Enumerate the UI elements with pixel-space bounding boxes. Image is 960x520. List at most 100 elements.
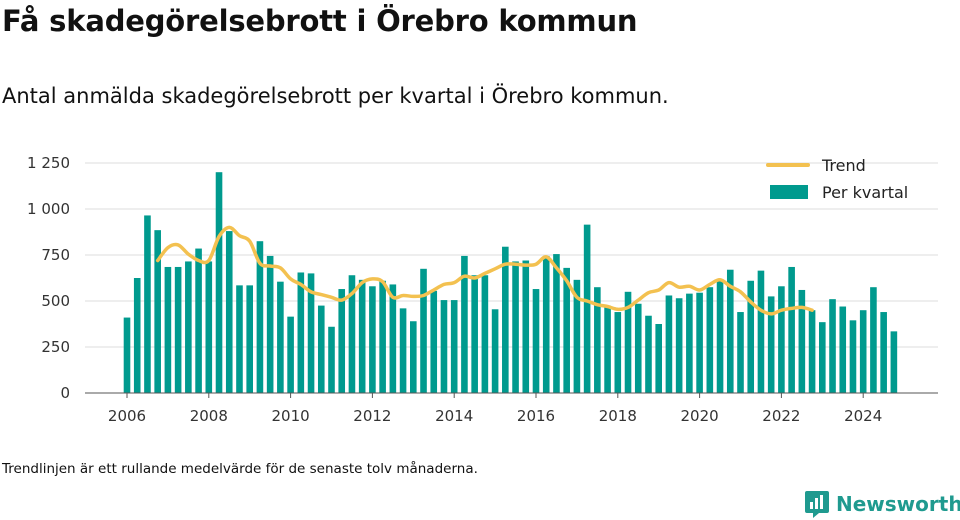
chart-subtitle: Antal anmälda skadegörelsebrott per kvar… — [2, 84, 669, 108]
bar — [849, 320, 857, 393]
bar — [839, 306, 847, 393]
bar — [461, 255, 468, 393]
bar — [246, 285, 253, 393]
bar — [297, 272, 305, 393]
bar — [430, 290, 438, 393]
x-tick-label: 2008 — [190, 407, 228, 425]
bar — [757, 270, 765, 393]
bar — [829, 299, 836, 393]
legend-bars-label: Per kvartal — [822, 183, 908, 202]
bar — [604, 305, 611, 393]
bar — [553, 254, 560, 393]
bar — [256, 241, 264, 393]
bar — [307, 273, 315, 393]
bar — [450, 300, 458, 393]
x-tick-label: 2006 — [108, 407, 146, 425]
bar — [624, 291, 632, 393]
bar — [634, 303, 642, 393]
bar — [389, 284, 397, 393]
bar — [890, 331, 898, 393]
bar — [859, 310, 867, 393]
y-tick-label: 0 — [60, 384, 70, 402]
bar — [583, 224, 591, 393]
bar — [573, 279, 581, 393]
bar — [154, 230, 161, 393]
bar — [542, 255, 550, 393]
x-axis: 2006 2008 2010 2012 2014 2016 2018 2020 2022 2024 — [85, 392, 938, 425]
bar — [185, 261, 192, 393]
legend-bars-swatch — [770, 185, 808, 199]
bar — [348, 275, 356, 393]
bar — [379, 280, 386, 393]
bar-chart: 0 250 500 750 1 000 1 250 2006 2008 2010 2012 201… — [27, 154, 938, 425]
bar — [481, 275, 489, 393]
bar — [491, 309, 499, 393]
bar — [778, 286, 785, 393]
y-tick-label: 1 250 — [27, 154, 70, 172]
bar — [655, 324, 662, 393]
bar — [205, 261, 213, 393]
legend: Trend Per kvartal — [766, 156, 908, 202]
bar — [144, 215, 151, 393]
brand-logo: Newsworthy — [804, 489, 960, 519]
bar — [236, 285, 243, 393]
bar — [512, 261, 519, 393]
y-tick-label: 750 — [41, 246, 70, 264]
bar — [808, 310, 816, 393]
bar — [215, 172, 223, 393]
bar — [502, 246, 509, 393]
bar — [563, 267, 570, 393]
x-tick-label: 2024 — [844, 407, 882, 425]
y-axis-ticks: 0 250 500 750 1 000 1 250 — [27, 154, 70, 402]
x-tick-label: 2020 — [681, 407, 719, 425]
bar — [686, 293, 693, 393]
bar — [338, 289, 346, 393]
x-tick-label: 2012 — [353, 407, 391, 425]
bar — [870, 287, 877, 393]
bar — [164, 266, 172, 393]
x-tick-label: 2010 — [272, 407, 310, 425]
bar — [696, 292, 703, 393]
bar — [706, 287, 714, 393]
bar — [266, 255, 274, 393]
bar — [225, 231, 233, 393]
bar — [675, 298, 683, 393]
bar — [369, 286, 376, 393]
x-tick-label: 2022 — [762, 407, 800, 425]
bar — [174, 266, 182, 393]
bar — [358, 279, 366, 393]
bar — [399, 308, 407, 393]
bar — [819, 322, 826, 393]
chart-title: Få skadegörelsebrott i Örebro kommun — [2, 4, 638, 38]
bar — [594, 287, 601, 393]
bar — [614, 312, 622, 393]
bar — [328, 326, 335, 393]
bar — [410, 321, 417, 393]
x-tick-label: 2016 — [517, 407, 555, 425]
bar — [747, 280, 755, 393]
bar — [317, 305, 325, 393]
bar — [440, 300, 448, 393]
y-tick-label: 1 000 — [27, 200, 70, 218]
legend-trend-label: Trend — [821, 156, 866, 175]
bar — [195, 248, 202, 393]
bar — [133, 278, 141, 393]
trend-line — [155, 225, 814, 316]
bar — [123, 317, 131, 393]
bar — [287, 316, 294, 393]
y-tick-label: 500 — [41, 292, 70, 310]
bar — [788, 266, 795, 393]
y-tick-label: 250 — [41, 338, 70, 356]
bar — [798, 289, 806, 393]
bar — [420, 268, 427, 393]
x-tick-label: 2018 — [599, 407, 637, 425]
x-tick-label: 2014 — [435, 407, 473, 425]
bar — [665, 295, 673, 393]
bar — [737, 312, 744, 393]
bar — [532, 289, 540, 393]
bar — [645, 315, 652, 393]
bar — [522, 260, 530, 393]
bar — [880, 312, 887, 393]
trend-line-group — [155, 225, 814, 316]
brand-name: Newsworthy — [836, 492, 960, 516]
